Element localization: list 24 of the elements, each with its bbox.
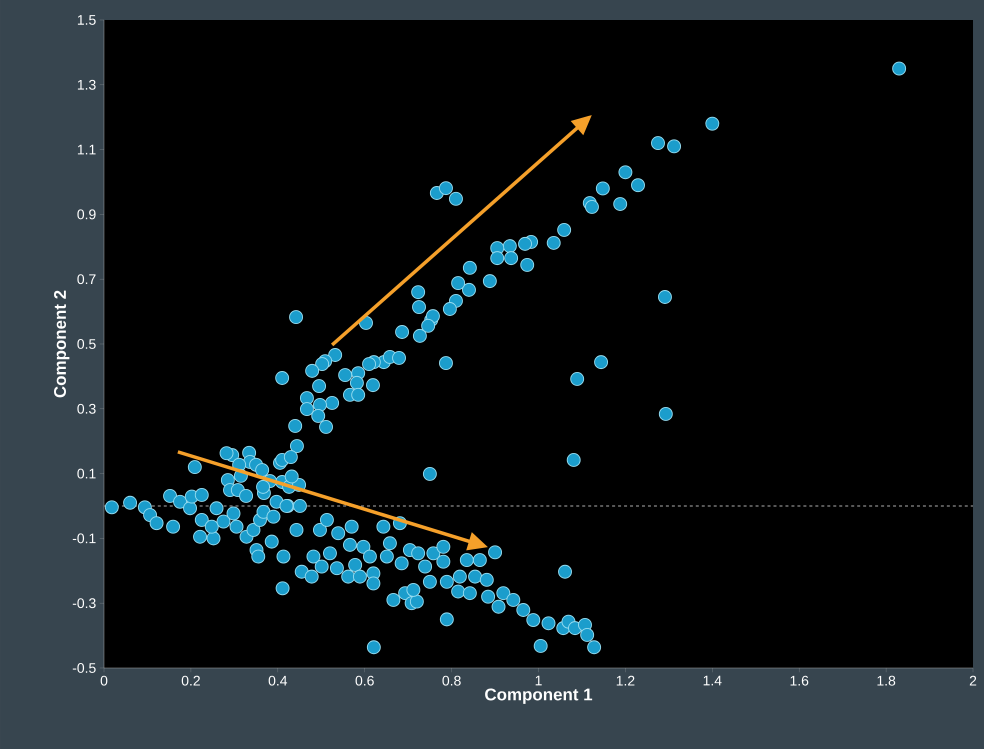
y-tick-label: 1.3 [78,80,96,90]
x-tick-label: 0.4 [268,676,288,686]
x-tick-label: 1.8 [877,676,896,686]
y-tick-label: 1.5 [78,15,96,25]
x-tick-label: 0 [100,676,108,686]
x-tick-label: 1.6 [790,676,808,686]
y-tick-label: 0.9 [77,209,96,220]
y-tick-label: -0.3 [72,598,96,608]
x-tick-label: 0.2 [182,676,200,686]
y-tick-label: 1.1 [78,144,96,154]
x-tick-label: 1 [536,676,542,686]
x-tick-label: 2 [970,676,976,686]
y-tick-label: 0.5 [77,339,96,349]
y-tick-label: 0.1 [77,468,96,479]
y-axis-title: Component 2 [54,290,70,398]
x-tick-label: 1.4 [704,676,722,686]
y-tick-label: 0.7 [77,274,96,284]
y-tick-label: 0.3 [77,404,96,414]
x-tick-label: 0.6 [356,676,374,686]
x-axis-title: Component 1 [485,688,592,704]
x-tick-label: 0.8 [442,676,461,686]
y-tick-label: -0.5 [72,663,96,673]
x-tick-label: 1.2 [616,676,634,686]
y-tick-label: -0.1 [72,533,96,544]
